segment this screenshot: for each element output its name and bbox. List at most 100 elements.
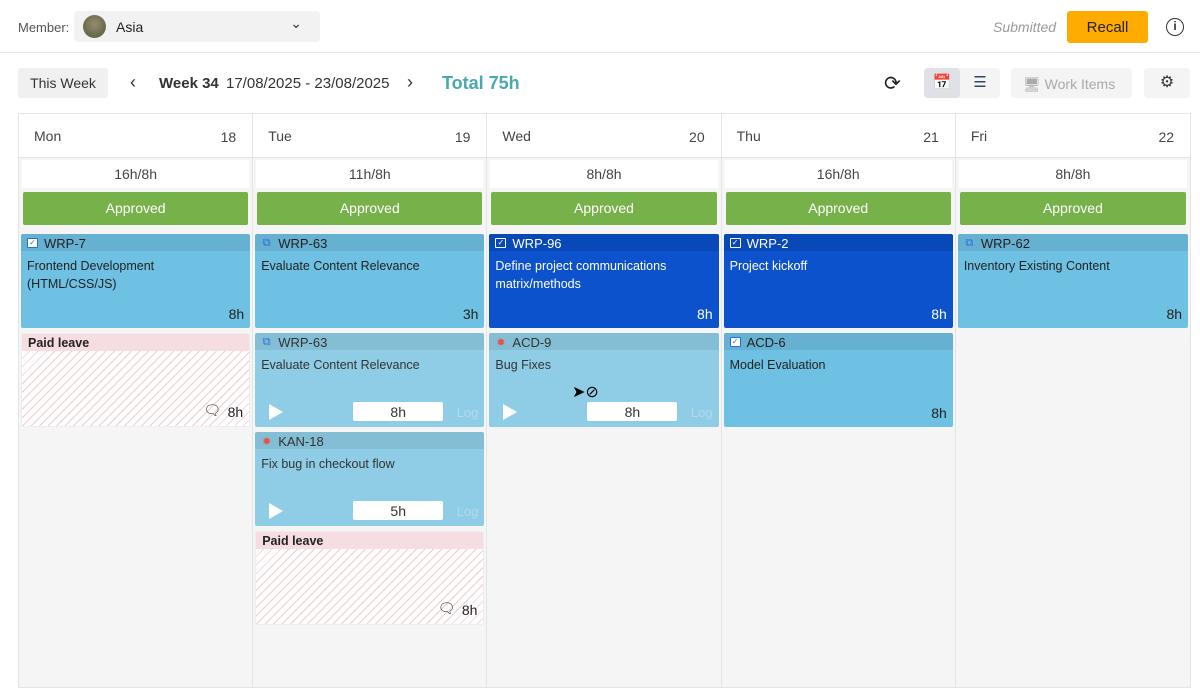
- duration: 8h: [931, 306, 947, 322]
- info-icon[interactable]: i: [1166, 18, 1184, 36]
- day-header: Fri 22: [955, 114, 1191, 158]
- day-header: Wed 20: [487, 114, 721, 158]
- hours-input[interactable]: [353, 402, 444, 421]
- calendar-view-icon[interactable]: 📅: [924, 68, 960, 98]
- issue-key[interactable]: ACD-9: [512, 334, 552, 350]
- worklog-card[interactable]: ⧉ WRP-62 Inventory Existing Content 8h: [957, 234, 1189, 328]
- subtask-icon: ⧉: [262, 236, 271, 249]
- day-header: Mon 18: [19, 114, 253, 158]
- duration: 3h: [462, 306, 479, 322]
- day-hours: 16h/8h: [22, 160, 250, 188]
- issue-title: Model Evaluation: [729, 358, 826, 372]
- this-week-button[interactable]: This Week: [18, 68, 108, 98]
- worklog-card[interactable]: ⧉ WRP-63 Evaluate Content Relevance 3h: [255, 234, 485, 328]
- filter-settings-icon[interactable]: ⚙: [1144, 68, 1190, 98]
- issue-key[interactable]: ACD-6: [746, 334, 786, 350]
- log-button[interactable]: Log: [456, 504, 479, 519]
- day-number: 19: [454, 129, 471, 145]
- duration: 8h: [1166, 306, 1183, 322]
- issue-key[interactable]: WRP-96: [512, 235, 562, 251]
- date-range: 17/08/2025 - 23/08/2025: [226, 75, 390, 92]
- leave-card[interactable]: Paid leave 🗨 8h: [255, 531, 485, 625]
- issue-key[interactable]: WRP-63: [278, 334, 328, 350]
- issue-title: Bug Fixes: [495, 358, 551, 372]
- day-hours: 11h/8h: [256, 160, 484, 188]
- issue-key[interactable]: WRP-63: [278, 235, 328, 251]
- log-button[interactable]: Log: [456, 405, 479, 420]
- day-name: Tue: [268, 128, 292, 144]
- day-name: Fri: [970, 128, 988, 144]
- leave-card[interactable]: Paid leave 🗨 8h: [21, 333, 251, 427]
- worklog-card[interactable]: ✓ WRP-2 Project kickoff 8h: [723, 234, 953, 328]
- leave-label: Paid leave: [28, 336, 90, 350]
- worklog-card[interactable]: ✹ KAN-18 Fix bug in checkout flow Log: [255, 432, 485, 526]
- approval-status: Approved: [725, 192, 951, 225]
- comment-icon[interactable]: 🗨: [203, 402, 222, 418]
- task-checkbox-icon: ✓: [729, 337, 741, 347]
- play-icon[interactable]: [269, 404, 284, 420]
- worklog-card[interactable]: ✓ ACD-6 Model Evaluation 8h: [723, 333, 953, 427]
- avatar: [83, 15, 106, 38]
- issue-title: Fix bug in checkout flow: [261, 457, 395, 471]
- issue-title: Evaluate Content Relevance: [261, 358, 420, 372]
- issue-key[interactable]: WRP-2: [746, 235, 789, 251]
- day-column: Tue 19 11h/8h Approved ⧉ WRP-63 Evaluate…: [253, 114, 488, 687]
- member-select[interactable]: Asia ⌄: [74, 11, 320, 42]
- hours-input[interactable]: [587, 402, 678, 421]
- day-header: Tue 19: [253, 114, 487, 158]
- chevron-down-icon: ⌄: [290, 15, 302, 31]
- member-label: Member:: [18, 20, 70, 35]
- issue-title: Project kickoff: [729, 259, 808, 273]
- work-items-button[interactable]: 🖥 Work Items: [1011, 68, 1132, 98]
- task-checkbox-icon: ✓: [729, 238, 741, 248]
- view-toggle: 📅 ☰: [924, 68, 1000, 98]
- day-name: Wed: [502, 128, 531, 144]
- issue-key[interactable]: WRP-7: [44, 235, 86, 251]
- prev-week-icon[interactable]: ‹: [130, 72, 136, 92]
- duration: 8h: [227, 404, 244, 420]
- approval-status: Approved: [257, 192, 483, 225]
- day-column: Wed 20 8h/8h Approved ✓ WRP-96 Define pr…: [487, 114, 722, 687]
- issue-title: Frontend Development (HTML/CSS/JS): [27, 259, 155, 291]
- day-number: 22: [1158, 129, 1175, 145]
- issue-key[interactable]: KAN-18: [278, 433, 324, 449]
- leave-label: Paid leave: [262, 534, 324, 548]
- refresh-icon[interactable]: ⟳: [884, 73, 901, 95]
- approval-status: Approved: [23, 192, 249, 225]
- subtask-icon: ⧉: [965, 236, 974, 249]
- duration: 8h: [931, 405, 947, 421]
- day-number: 20: [689, 129, 705, 145]
- worklog-card[interactable]: ✓ WRP-96 Define project communications m…: [489, 234, 719, 328]
- issue-title: Inventory Existing Content: [963, 259, 1110, 273]
- list-view-icon[interactable]: ☰: [973, 74, 987, 91]
- worklog-card[interactable]: ✓ WRP-7 Frontend Development (HTML/CSS/J…: [21, 234, 251, 328]
- day-header: Thu 21: [721, 114, 955, 158]
- duration: 8h: [461, 602, 478, 618]
- work-items-label: Work Items: [1044, 76, 1116, 92]
- day-name: Thu: [736, 128, 761, 144]
- comment-icon[interactable]: 🗨: [437, 600, 456, 616]
- top-bar: Member: Asia ⌄ Submitted Recall i: [0, 0, 1200, 53]
- duration: 8h: [228, 306, 245, 322]
- day-number: 21: [923, 129, 939, 145]
- next-week-icon[interactable]: ›: [407, 72, 413, 92]
- cursor-not-allowed-icon: ➤⊘: [572, 384, 599, 401]
- week-calendar: Mon 18 16h/8h Approved ✓ WRP-7 Frontend …: [18, 113, 1191, 688]
- issue-title: Define project communications matrix/met…: [495, 259, 667, 291]
- recall-button[interactable]: Recall: [1067, 11, 1148, 43]
- member-name: Asia: [116, 19, 144, 35]
- day-name: Mon: [34, 128, 62, 144]
- day-column: Mon 18 16h/8h Approved ✓ WRP-7 Frontend …: [19, 114, 254, 687]
- play-icon[interactable]: [269, 503, 284, 519]
- week-label: Week 34: [159, 75, 219, 92]
- status-text: Submitted: [993, 19, 1057, 35]
- approval-status: Approved: [491, 192, 717, 225]
- day-number: 18: [220, 129, 237, 145]
- hours-input[interactable]: [353, 501, 444, 520]
- worklog-card[interactable]: ✹ ACD-9 Bug Fixes Log: [489, 333, 719, 427]
- duration: 8h: [697, 306, 713, 322]
- worklog-card[interactable]: ⧉ WRP-63 Evaluate Content Relevance Log: [255, 333, 485, 427]
- log-button[interactable]: Log: [690, 405, 713, 420]
- play-icon[interactable]: [503, 404, 518, 420]
- issue-key[interactable]: WRP-62: [980, 235, 1030, 251]
